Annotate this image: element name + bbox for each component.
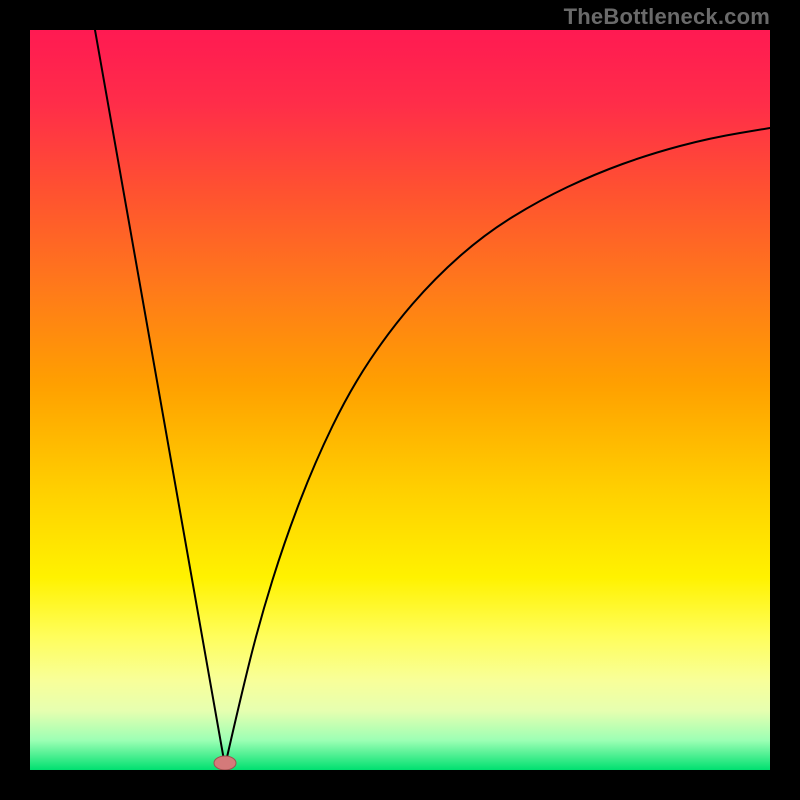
chart-frame: TheBottleneck.com <box>0 0 800 800</box>
attribution-label: TheBottleneck.com <box>564 4 770 30</box>
minimum-marker <box>214 756 236 770</box>
bottleneck-chart <box>30 30 770 770</box>
gradient-background <box>30 30 770 770</box>
plot-area <box>30 30 770 770</box>
